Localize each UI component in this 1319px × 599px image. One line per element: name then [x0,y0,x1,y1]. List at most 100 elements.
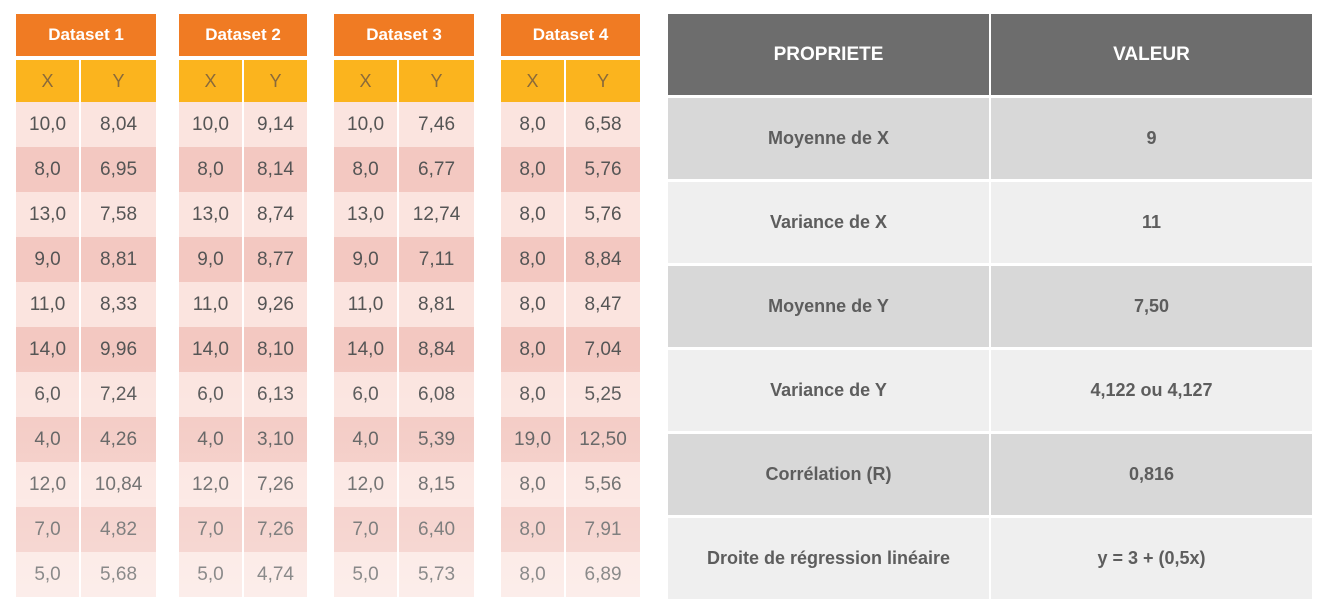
x-value: 13,0 [334,192,400,237]
y-value: 7,46 [399,102,474,147]
x-value: 14,0 [334,327,400,372]
property-row: Variance de X 11 [668,182,1312,263]
y-value: 6,40 [399,507,474,552]
x-value: 11,0 [16,282,82,327]
y-value: 6,08 [399,372,474,417]
y-value: 7,58 [81,192,156,237]
table-row: 11,0 8,81 [334,282,474,327]
x-value: 8,0 [501,507,567,552]
table-row: 14,0 8,10 [179,327,307,372]
x-column-header: X [179,60,244,102]
table-row: 19,0 12,50 [501,417,640,462]
y-value: 8,15 [399,462,474,507]
x-value: 8,0 [501,147,567,192]
x-value: 8,0 [501,372,567,417]
y-value: 8,84 [399,327,474,372]
value-column-header: VALEUR [1113,43,1190,65]
x-value: 5,0 [16,552,82,597]
x-value: 5,0 [179,552,244,597]
y-value: 8,77 [244,237,307,282]
y-value: 5,68 [81,552,156,597]
dataset-table: Dataset 3 X Y 10,0 7,46 8,0 6,77 13,0 12,74 9,0 7,… [334,14,474,597]
property-value: 4,122 ou 4,127 [991,350,1312,431]
x-value: 9,0 [179,237,244,282]
x-value: 8,0 [501,237,567,282]
y-column-header: Y [399,60,474,102]
table-row: 9,0 8,77 [179,237,307,282]
x-value: 7,0 [16,507,82,552]
x-value: 6,0 [334,372,400,417]
y-value: 8,84 [566,237,640,282]
table-row: 12,0 7,26 [179,462,307,507]
table-row: 13,0 7,58 [16,192,156,237]
y-value: 5,25 [566,372,640,417]
y-value: 6,77 [399,147,474,192]
y-value: 7,04 [566,327,640,372]
x-value: 8,0 [501,552,567,597]
x-value: 10,0 [179,102,244,147]
y-value: 4,26 [81,417,156,462]
y-value: 6,58 [566,102,640,147]
y-value: 12,50 [566,417,640,462]
x-value: 8,0 [501,282,567,327]
x-value: 8,0 [334,147,400,192]
table-row: 9,0 7,11 [334,237,474,282]
table-row: 8,0 7,91 [501,507,640,552]
dataset-title: Dataset 2 [179,14,307,56]
x-value: 4,0 [179,417,244,462]
table-row: 11,0 9,26 [179,282,307,327]
dataset-title: Dataset 3 [334,14,474,56]
table-row: 10,0 9,14 [179,102,307,147]
table-row: 7,0 4,82 [16,507,156,552]
y-value: 8,47 [566,282,640,327]
x-value: 9,0 [16,237,82,282]
property-row: Variance de Y 4,122 ou 4,127 [668,350,1312,431]
x-value: 8,0 [16,147,82,192]
table-row: 10,0 7,46 [334,102,474,147]
y-value: 6,95 [81,147,156,192]
dataset-table: Dataset 4 X Y 8,0 6,58 8,0 5,76 8,0 5,76 8,0 8,84 8… [501,14,640,597]
property-name: Variance de Y [668,350,991,431]
properties-table: PROPRIETE VALEUR Moyenne de X 9 Variance d… [668,14,1312,599]
property-name: Variance de X [668,182,991,263]
y-value: 7,26 [244,462,307,507]
table-row: 8,0 7,04 [501,327,640,372]
x-value: 10,0 [16,102,82,147]
x-value: 13,0 [16,192,82,237]
property-name: Droite de régression linéaire [668,518,991,599]
x-value: 4,0 [334,417,400,462]
x-value: 7,0 [179,507,244,552]
y-column-header: Y [81,60,156,102]
table-row: 6,0 6,08 [334,372,474,417]
y-value: 7,11 [399,237,474,282]
x-value: 5,0 [334,552,400,597]
x-value: 6,0 [179,372,244,417]
x-value: 6,0 [16,372,82,417]
property-value: 11 [991,182,1312,263]
property-value: 9 [991,98,1312,179]
y-value: 8,14 [244,147,307,192]
y-value: 9,26 [244,282,307,327]
dataset-title: Dataset 4 [501,14,640,56]
table-row: 12,0 10,84 [16,462,156,507]
table-row: 9,0 8,81 [16,237,156,282]
table-row: 8,0 5,76 [501,147,640,192]
y-column-header: Y [244,60,307,102]
y-value: 8,81 [81,237,156,282]
table-row: 6,0 6,13 [179,372,307,417]
x-value: 12,0 [179,462,244,507]
table-row: 14,0 9,96 [16,327,156,372]
x-column-header: X [501,60,567,102]
y-value: 9,96 [81,327,156,372]
table-row: 8,0 8,84 [501,237,640,282]
table-row: 8,0 5,25 [501,372,640,417]
table-row: 8,0 5,76 [501,192,640,237]
property-name: Corrélation (R) [668,434,991,515]
table-row: 7,0 6,40 [334,507,474,552]
x-value: 7,0 [334,507,400,552]
property-name: Moyenne de Y [668,266,991,347]
